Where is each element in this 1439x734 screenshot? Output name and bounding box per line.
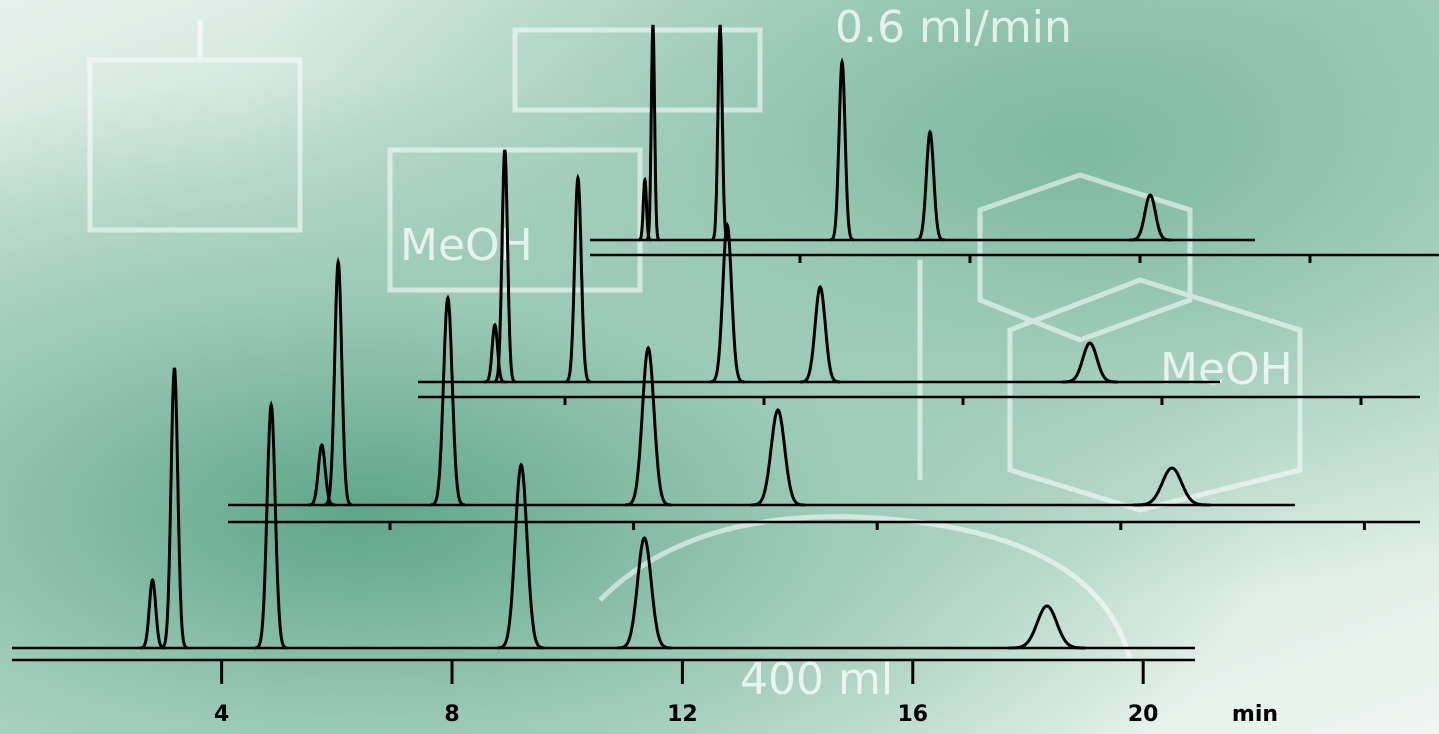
peak xyxy=(800,284,841,384)
peak xyxy=(564,173,591,384)
background-structures xyxy=(87,20,1303,661)
peak xyxy=(1133,466,1211,507)
peak xyxy=(139,577,166,650)
solvent-label: MeOH xyxy=(1160,344,1293,395)
peak xyxy=(255,400,288,650)
peak xyxy=(617,536,672,650)
peak xyxy=(625,345,672,507)
x-tick-label: 4 xyxy=(214,702,229,727)
peak xyxy=(1008,604,1086,650)
x-tick-label: 8 xyxy=(444,702,459,727)
peak xyxy=(493,149,516,384)
peak xyxy=(645,24,661,242)
peak xyxy=(308,442,336,507)
peak xyxy=(160,367,188,650)
solvent-label: MeOH xyxy=(400,220,533,271)
peak xyxy=(751,408,805,507)
volume-label: 400 ml xyxy=(740,654,893,705)
flow-rate-label: 0.6 ml/min xyxy=(835,2,1072,53)
x-tick-label: 12 xyxy=(667,702,698,727)
x-tick-label: 20 xyxy=(1128,702,1159,727)
peak xyxy=(915,129,946,242)
peak xyxy=(830,57,855,242)
x-axis-unit: min xyxy=(1232,702,1278,727)
peak xyxy=(497,462,545,650)
peak xyxy=(324,256,353,507)
peak xyxy=(484,322,506,384)
peak xyxy=(711,24,730,242)
x-tick-label: 16 xyxy=(897,702,928,727)
peak xyxy=(709,221,745,384)
peak xyxy=(1129,193,1172,242)
peak xyxy=(1061,341,1118,384)
peak xyxy=(430,294,466,507)
